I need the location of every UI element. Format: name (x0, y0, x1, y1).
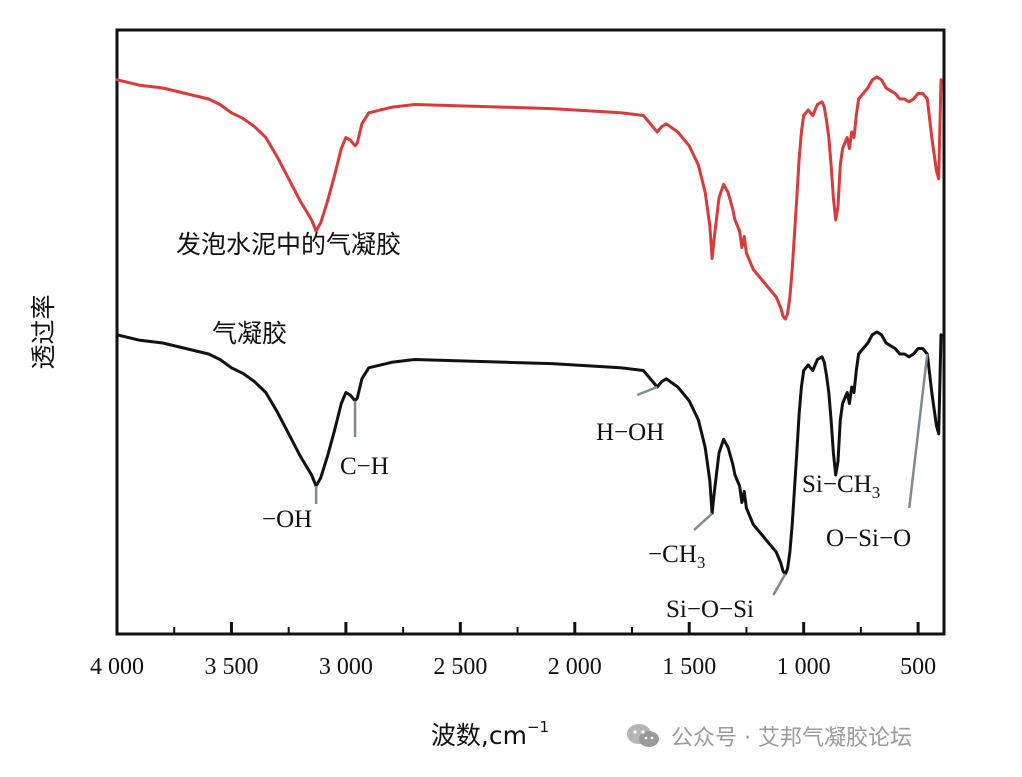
x-tick-label: 2 000 (548, 654, 602, 680)
x-axis-ticks (115, 622, 920, 634)
x-tick-label: 1 000 (777, 654, 831, 680)
x-tick-label: 3 500 (204, 654, 258, 680)
annotation-ch3-sub: 3 (697, 553, 706, 572)
series-layer (115, 75, 943, 576)
annotation-leader-lines (314, 353, 929, 596)
annotation-sios: Si−O−Si (666, 596, 754, 623)
series-label-foamed-cement: 发泡水泥中的气凝胶 (176, 230, 401, 259)
annotation-leader (636, 385, 658, 397)
annotation-ch3-main: −CH (648, 541, 697, 568)
series-line-aerogel (115, 330, 943, 576)
annotation-leader (908, 353, 929, 509)
series-label-aerogel: 气凝胶 (212, 319, 287, 348)
annotation-oh: −OH (262, 506, 312, 533)
x-tick-label: 1 500 (662, 654, 716, 680)
y-axis-label: 透过率 (29, 294, 58, 369)
annotation-osio: O−Si−O (826, 525, 911, 552)
x-tick-label: 3 000 (319, 654, 373, 680)
annotation-ch: C−H (340, 453, 389, 480)
annotation-sich3-main: Si−CH (802, 471, 872, 498)
annotation-sich3: Si−CH3 (802, 471, 880, 502)
wechat-icon (627, 724, 659, 747)
watermark: 公众号 · 艾邦气凝胶论坛 (625, 718, 912, 754)
x-axis-label-main: 波数,cm (431, 721, 527, 750)
annotation-hoh: H−OH (596, 419, 664, 446)
x-axis-label: 波数,cm−1 (431, 718, 549, 750)
annotation-sich3-sub: 3 (872, 483, 881, 502)
annotation-leader (772, 573, 787, 596)
x-tick-label: 500 (900, 654, 936, 680)
x-axis-label-exponent: −1 (527, 718, 549, 736)
annotation-leader (693, 512, 713, 531)
x-tick-label: 2 500 (433, 654, 487, 680)
series-line-foamed-cement (115, 75, 943, 321)
watermark-text: 公众号 · 艾邦气凝胶论坛 (671, 726, 912, 751)
x-tick-label: 4 000 (90, 654, 144, 680)
x-axis-tick-labels: 4 000 3 500 3 000 2 500 2 000 1 500 1 000 500 (90, 654, 936, 680)
annotation-ch3: −CH3 (648, 541, 705, 572)
plot-frame (115, 28, 946, 636)
